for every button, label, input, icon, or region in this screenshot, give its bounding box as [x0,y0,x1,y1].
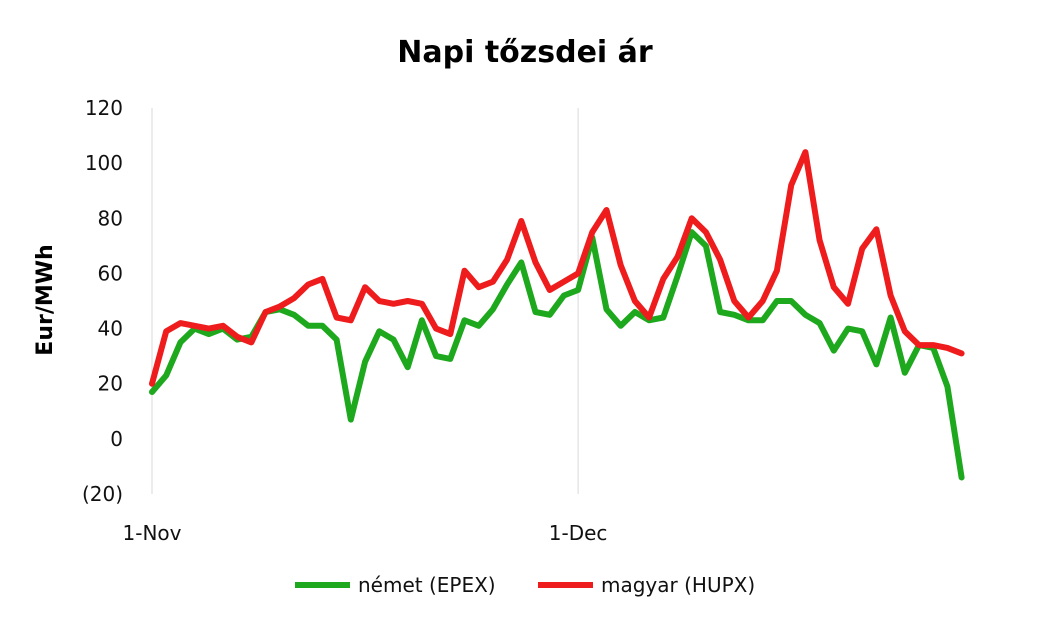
y-tick-label: (20) [82,482,123,506]
chart-title: Napi tőzsdei ár [397,35,653,70]
series-lines [149,149,965,481]
x-tick-label: 1-Nov [123,521,182,545]
y-tick-label: 80 [98,206,123,230]
y-axis-label: Eur/MWh [33,244,58,355]
series-line-1 [149,149,965,387]
x-axis-ticks: 1-Nov 1-Dec [123,521,608,545]
legend-label-magyar: magyar (HUPX) [601,573,755,597]
y-axis-ticks: 120 100 80 60 40 20 0 (20) [82,96,123,506]
series-line-0 [149,229,965,481]
legend-label-nemet: német (EPEX) [358,573,496,597]
gridlines [151,108,579,494]
legend: német (EPEX) magyar (HUPX) [295,573,755,597]
y-tick-label: 40 [98,317,123,341]
y-tick-label: 100 [85,151,123,175]
y-tick-label: 0 [110,427,123,451]
y-tick-label: 120 [85,96,123,120]
x-tick-label: 1-Dec [549,521,608,545]
y-tick-label: 20 [98,372,123,396]
y-tick-label: 60 [98,261,123,285]
